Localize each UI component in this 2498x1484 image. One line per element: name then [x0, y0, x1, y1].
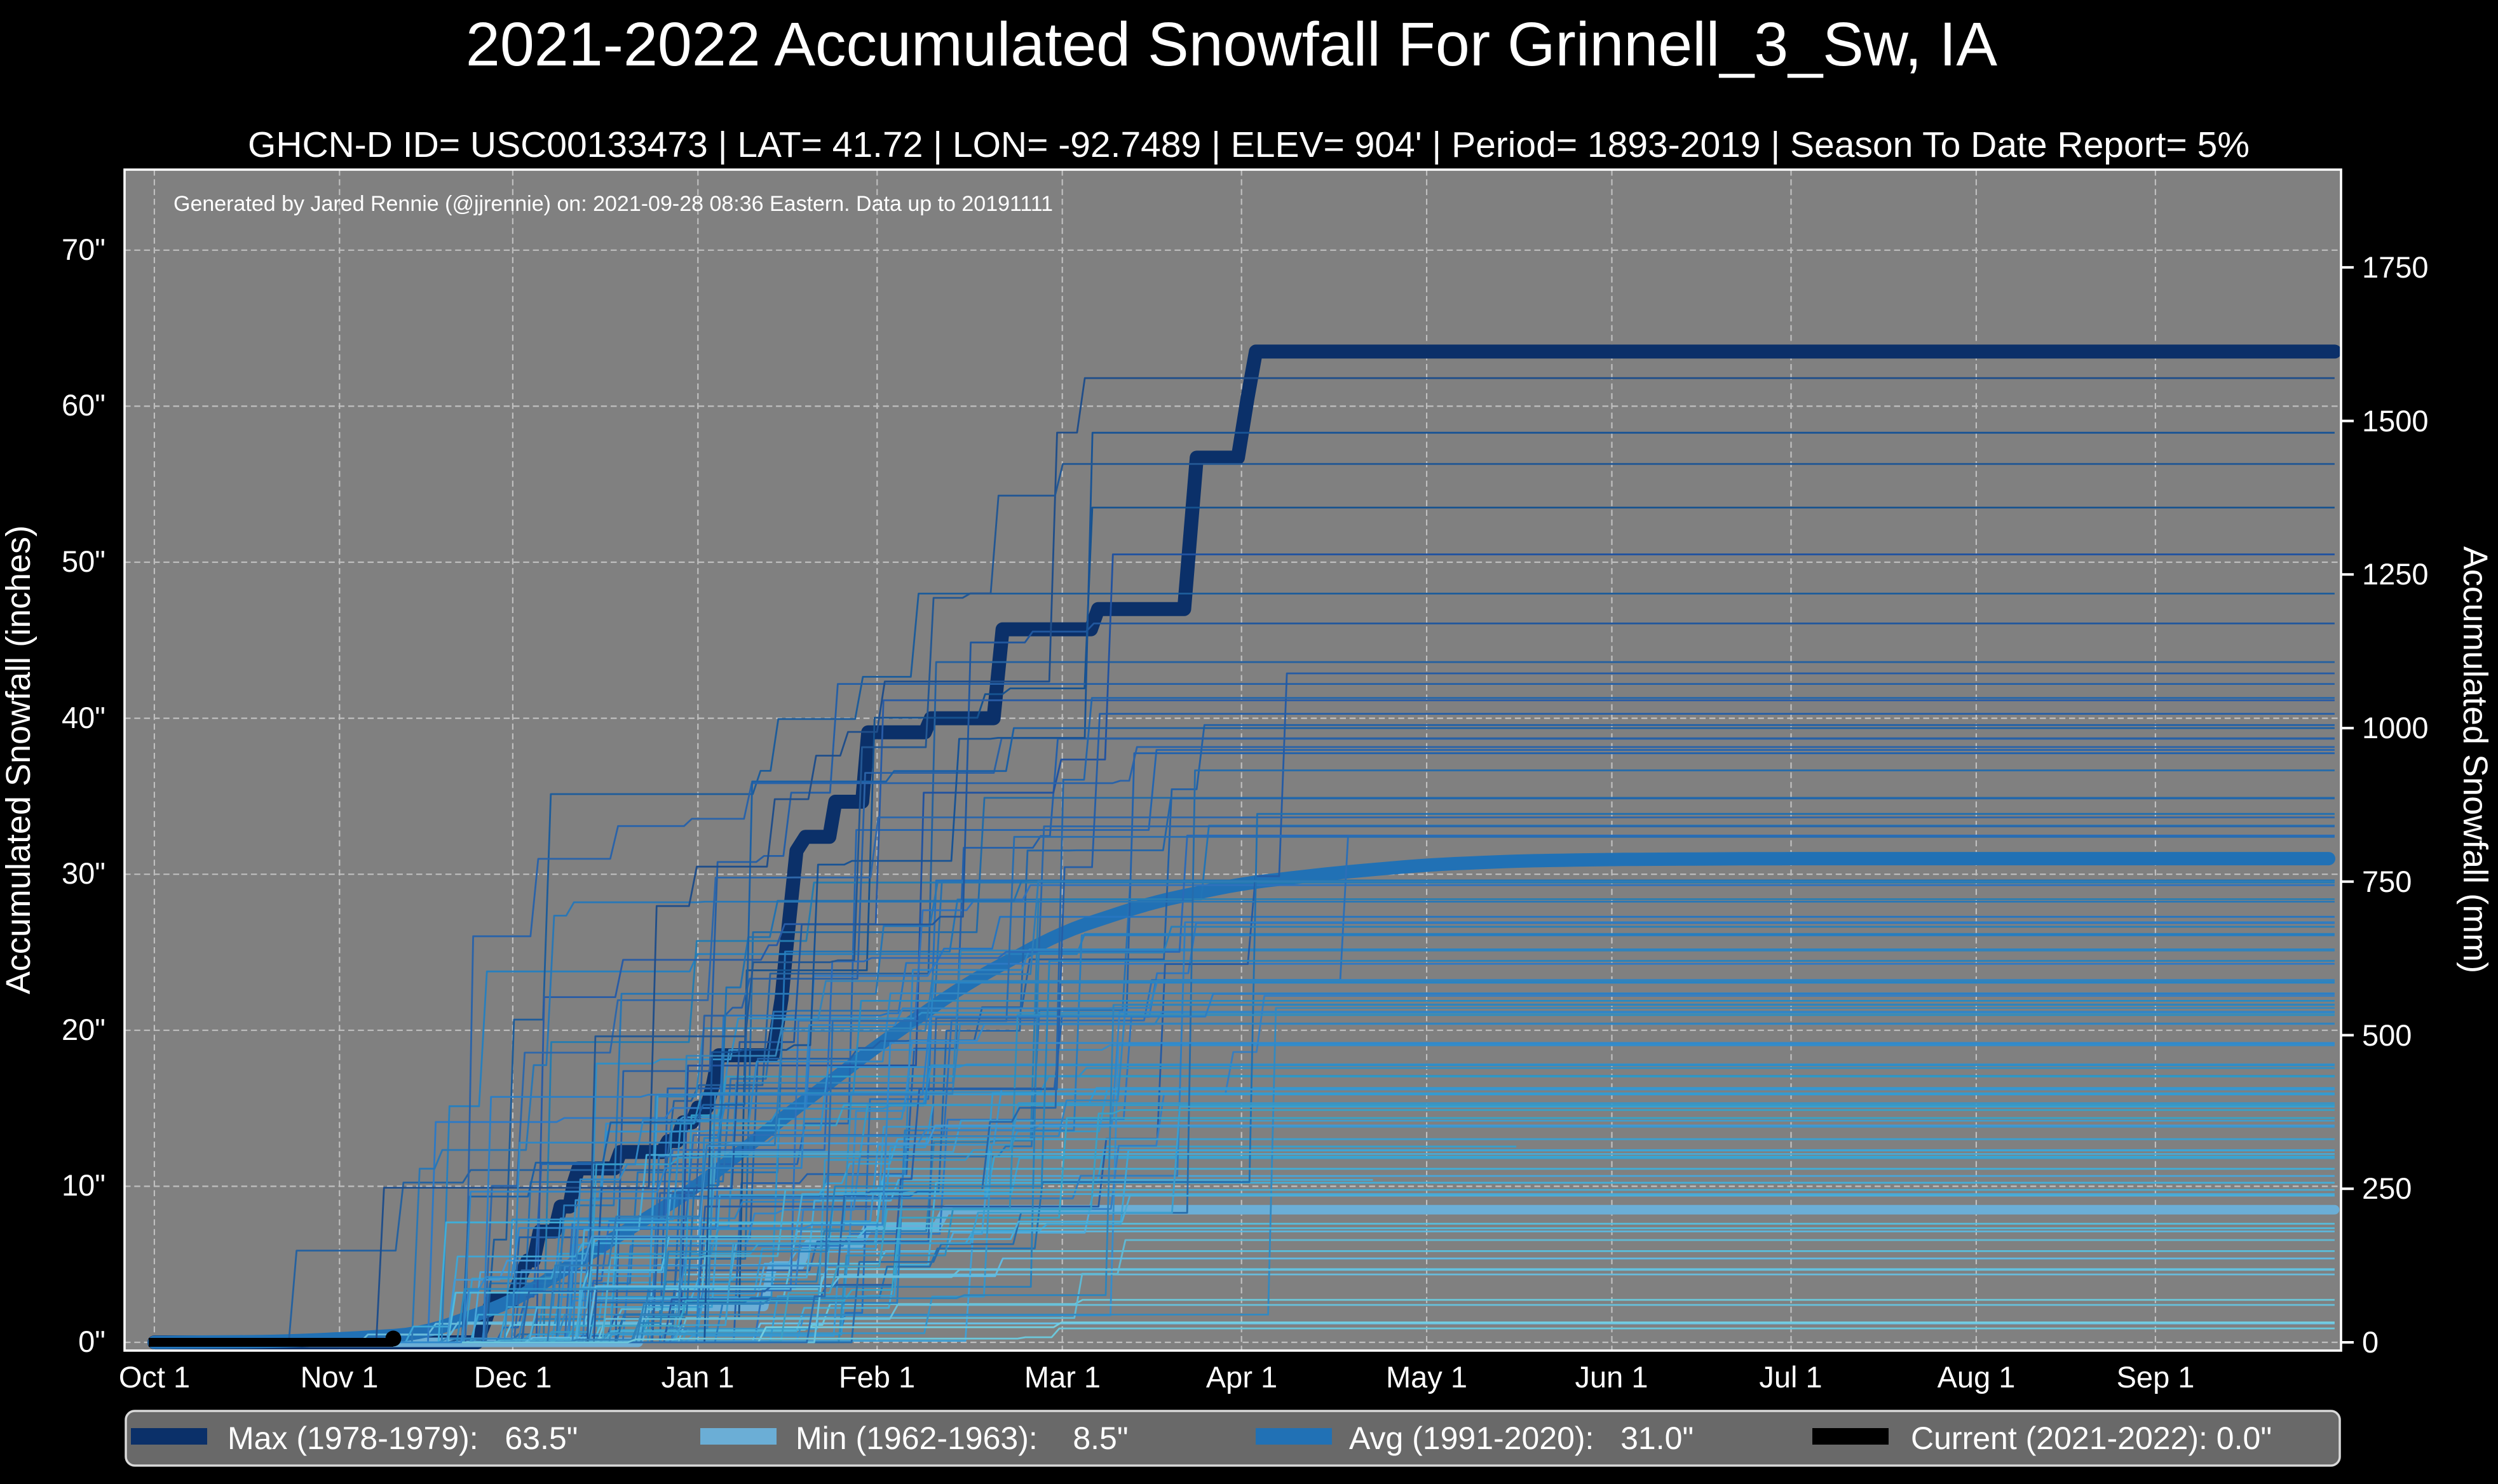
svg-text:50": 50" [62, 544, 105, 578]
svg-text:Oct 1: Oct 1 [119, 1360, 190, 1394]
svg-text:Jun 1: Jun 1 [1575, 1360, 1648, 1394]
svg-text:30": 30" [62, 856, 105, 890]
svg-text:Aug 1: Aug 1 [1938, 1360, 2016, 1394]
svg-text:Nov 1: Nov 1 [301, 1360, 379, 1394]
svg-text:60": 60" [62, 388, 105, 422]
svg-text:70": 70" [62, 233, 105, 266]
svg-text:40": 40" [62, 701, 105, 734]
svg-text:2021-2022 Accumulated Snowfall: 2021-2022 Accumulated Snowfall For Grinn… [466, 10, 1998, 79]
svg-text:Min (1962-1963): 8.5": Min (1962-1963): 8.5" [796, 1420, 1129, 1456]
svg-text:Accumulated Snowfall (mm): Accumulated Snowfall (mm) [2456, 546, 2494, 973]
svg-text:1500: 1500 [2362, 404, 2429, 438]
svg-text:Feb 1: Feb 1 [839, 1360, 915, 1394]
svg-text:GHCN-D ID= USC00133473 | LAT=: GHCN-D ID= USC00133473 | LAT= 41.72 | LO… [248, 125, 2250, 165]
svg-text:Accumulated Snowfall (inches): Accumulated Snowfall (inches) [0, 525, 37, 994]
svg-text:Jan 1: Jan 1 [662, 1360, 735, 1394]
svg-text:Avg (1991-2020): 31.0": Avg (1991-2020): 31.0" [1349, 1420, 1694, 1456]
svg-text:Apr 1: Apr 1 [1206, 1360, 1277, 1394]
svg-text:Max (1978-1979): 63.5": Max (1978-1979): 63.5" [227, 1420, 578, 1456]
svg-text:0: 0 [2362, 1325, 2379, 1359]
svg-text:Generated by Jared Rennie (@jj: Generated by Jared Rennie (@jjrennie) on… [173, 192, 1053, 216]
svg-text:1750: 1750 [2362, 250, 2429, 284]
svg-text:750: 750 [2362, 865, 2412, 898]
svg-text:Mar 1: Mar 1 [1024, 1360, 1101, 1394]
svg-text:Sep 1: Sep 1 [2117, 1360, 2195, 1394]
svg-text:1250: 1250 [2362, 557, 2429, 591]
svg-text:10": 10" [62, 1168, 105, 1202]
svg-text:500: 500 [2362, 1018, 2412, 1052]
svg-text:Current (2021-2022): 0.0": Current (2021-2022): 0.0" [1911, 1420, 2272, 1456]
svg-text:May 1: May 1 [1386, 1360, 1467, 1394]
svg-text:250: 250 [2362, 1171, 2412, 1205]
svg-text:20": 20" [62, 1013, 105, 1046]
svg-text:1000: 1000 [2362, 711, 2429, 745]
svg-text:Jul 1: Jul 1 [1759, 1360, 1822, 1394]
svg-text:Dec 1: Dec 1 [474, 1360, 552, 1394]
svg-text:0": 0" [78, 1325, 105, 1358]
